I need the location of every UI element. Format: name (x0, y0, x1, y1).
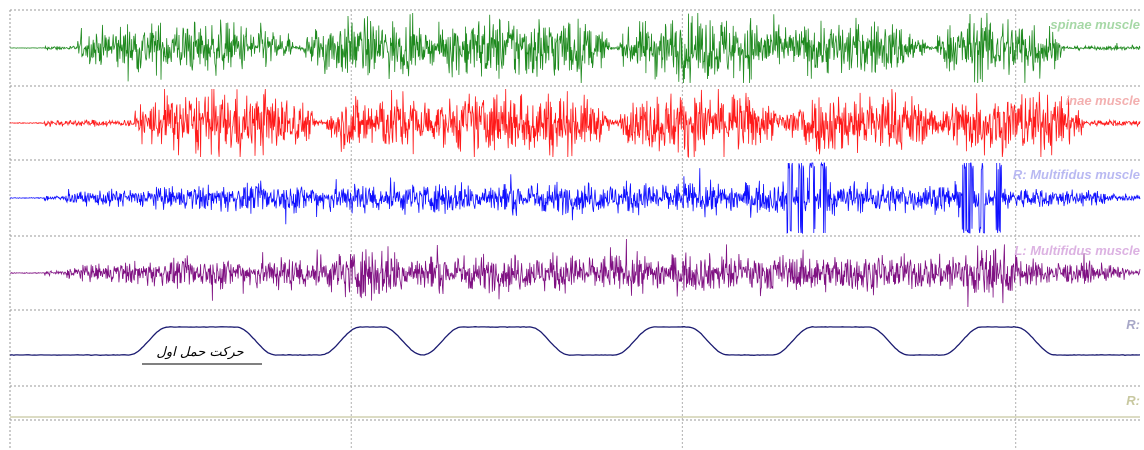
lane-label: R: Multifidus muscle (1013, 167, 1140, 182)
series-trace (9, 238, 1141, 308)
lane-label: R: (1126, 393, 1140, 408)
lane-label: spinae muscle (1050, 17, 1140, 32)
series-trace (9, 161, 1141, 235)
series-trace (9, 88, 1141, 158)
annotation-group: حرکت حمل اول (142, 345, 262, 365)
lane-labels: spinae muscle inae muscle R: Multifidus mu… (1013, 17, 1140, 408)
grid (9, 9, 1140, 450)
series-trace (10, 12, 1141, 84)
annotation-text: حرکت حمل اول (156, 345, 244, 360)
lane-label: L: Multifidus muscle (1014, 243, 1140, 258)
lane-label: inae muscle (1066, 93, 1140, 108)
lane-label: R: (1126, 317, 1140, 332)
movement-trace (9, 326, 1141, 356)
traces (9, 12, 1141, 418)
